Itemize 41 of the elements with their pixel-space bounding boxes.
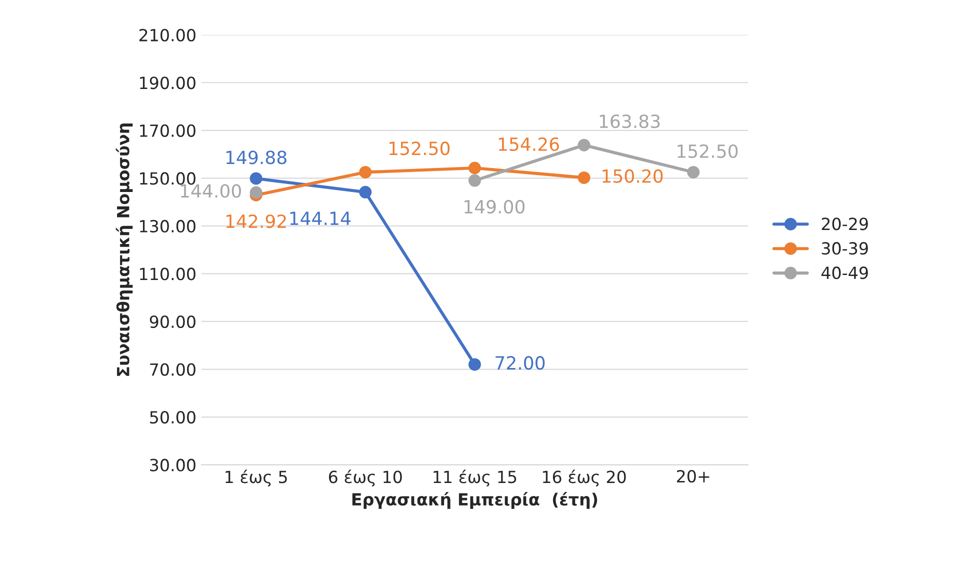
y-axis-title: Συναισθηματική Νομοσύνη [116,124,133,376]
data-label: 142.92 [226,214,286,228]
point [359,166,372,178]
y-tick-label: 170.00 [140,124,196,137]
point [250,186,262,199]
legend-label: 20-29 [822,218,868,230]
point [359,186,372,198]
y-tick-label: 210.00 [139,28,196,42]
y-tick-label: 50.00 [150,410,196,424]
data-label: 154.26 [498,137,559,152]
legend-label: 30-39 [822,242,868,255]
point [250,172,262,185]
y-tick-label: 70.00 [150,363,196,376]
point [578,138,590,152]
x-tick-label: 11 έως 15 [434,470,516,486]
data-label: 150.20 [602,169,663,183]
x-tick-label: 1 έως 5 [226,470,287,486]
data-label: 152.50 [390,142,450,156]
point [578,171,590,184]
y-tick-label: 110.00 [140,268,196,280]
y-tick-label: 150.00 [140,172,196,185]
point [468,174,481,187]
point [687,166,700,178]
x-tick-label: 20+ [676,470,710,483]
data-label: 152.50 [678,144,738,158]
data-label: 144.14 [290,212,350,225]
x-tick-label: 16 έως 20 [542,470,626,486]
data-label: 163.83 [600,114,660,128]
x-tick-label: 6 έως 10 [328,470,402,486]
data-label: 149.00 [464,200,525,214]
data-label: 144.00 [180,184,241,198]
x-axis-title: Εργασιακή Εμπειρία (έτη) [352,492,598,509]
data-label: 149.88 [226,150,286,164]
point [468,358,481,371]
y-tick-label: 90.00 [150,315,196,328]
legend-label: 40-49 [821,266,868,280]
y-tick-label: 30.00 [150,458,196,472]
y-tick-label: 190.00 [140,76,196,90]
point [468,162,481,174]
y-tick-label: 130.00 [140,220,196,233]
data-label: 72.00 [496,356,545,370]
